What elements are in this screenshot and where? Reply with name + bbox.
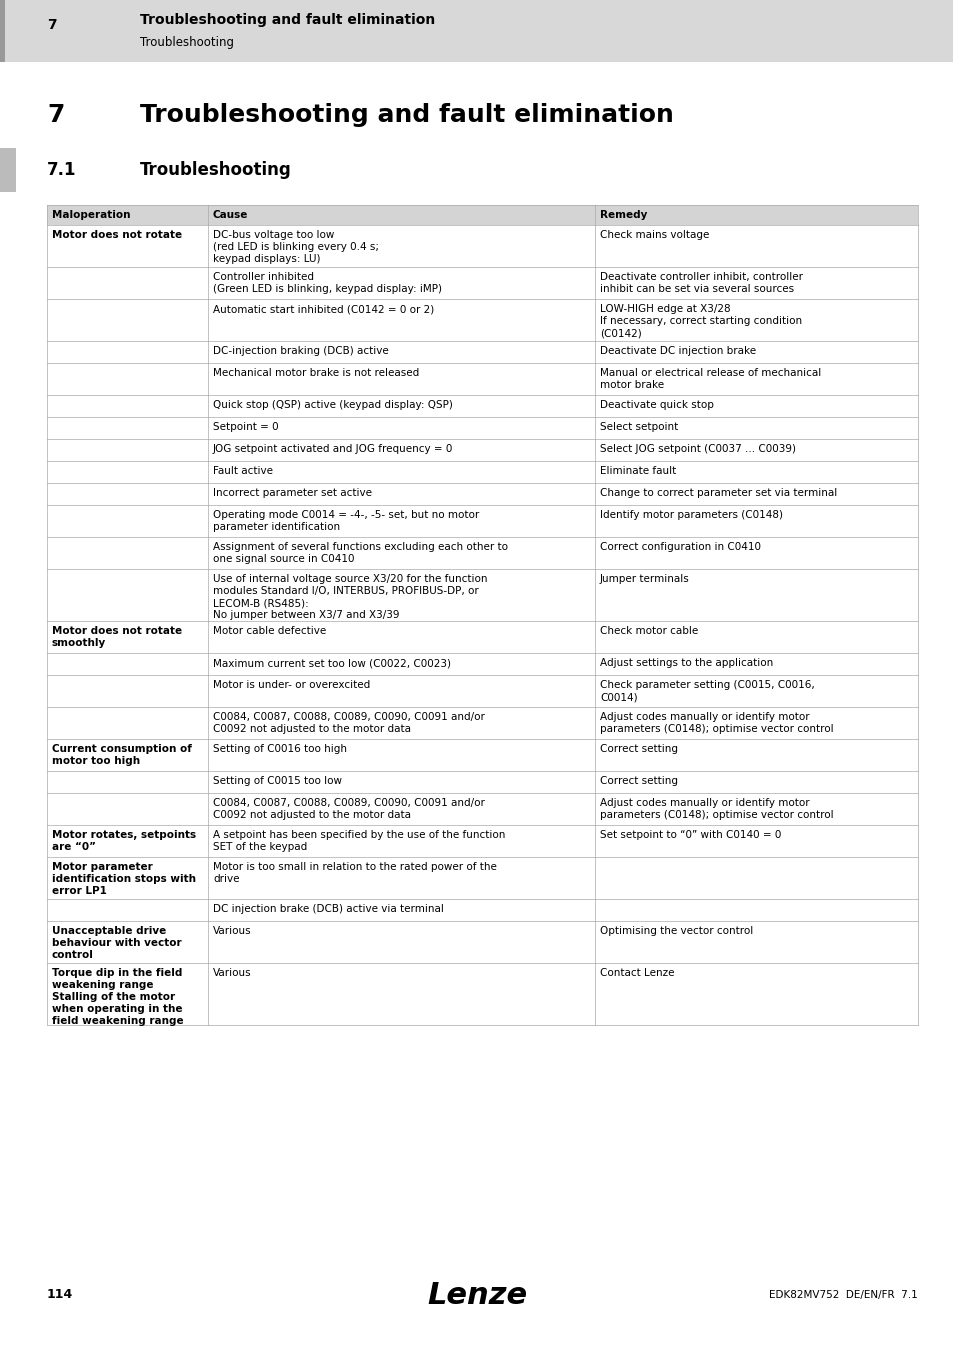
Text: Motor is under- or overexcited: Motor is under- or overexcited — [213, 680, 370, 690]
Bar — [47, 707, 917, 738]
Bar — [0, 0, 953, 62]
Text: Adjust codes manually or identify motor
parameters (C0148); optimise vector cont: Adjust codes manually or identify motor … — [599, 798, 833, 819]
Text: Cause: Cause — [213, 211, 248, 220]
Bar — [47, 342, 917, 363]
Bar — [47, 568, 917, 621]
Bar — [0, 148, 16, 192]
Text: A setpoint has been specified by the use of the function
SET of the keypad: A setpoint has been specified by the use… — [213, 830, 505, 852]
Text: Motor does not rotate: Motor does not rotate — [52, 230, 182, 240]
Text: Troubleshooting: Troubleshooting — [140, 35, 233, 49]
Text: DC-bus voltage too low
(red LED is blinking every 0.4 s;
keypad displays: LU): DC-bus voltage too low (red LED is blink… — [213, 230, 378, 265]
Bar — [47, 792, 917, 825]
Bar — [47, 505, 917, 537]
Text: Incorrect parameter set active: Incorrect parameter set active — [213, 487, 372, 498]
Bar — [47, 483, 917, 505]
Text: DC-injection braking (DCB) active: DC-injection braking (DCB) active — [213, 346, 388, 356]
Text: Fault active: Fault active — [213, 466, 273, 477]
Text: Assignment of several functions excluding each other to
one signal source in C04: Assignment of several functions excludin… — [213, 541, 507, 564]
Bar — [47, 396, 917, 417]
Text: Current consumption of
motor too high: Current consumption of motor too high — [52, 744, 192, 765]
Bar — [47, 225, 917, 267]
Text: Troubleshooting and fault elimination: Troubleshooting and fault elimination — [140, 14, 435, 27]
Bar — [47, 417, 917, 439]
Text: Contact Lenze: Contact Lenze — [599, 968, 674, 977]
Text: 7.1: 7.1 — [47, 161, 76, 180]
Bar — [47, 857, 917, 899]
Text: Eliminate fault: Eliminate fault — [599, 466, 676, 477]
Text: DC injection brake (DCB) active via terminal: DC injection brake (DCB) active via term… — [213, 904, 443, 914]
Text: Correct configuration in C0410: Correct configuration in C0410 — [599, 541, 760, 552]
Text: Check motor cable: Check motor cable — [599, 626, 698, 636]
Text: Maximum current set too low (C0022, C0023): Maximum current set too low (C0022, C002… — [213, 657, 451, 668]
Text: Optimising the vector control: Optimising the vector control — [599, 926, 753, 936]
Text: LOW-HIGH edge at X3/28
If necessary, correct starting condition
(C0142): LOW-HIGH edge at X3/28 If necessary, cor… — [599, 304, 801, 338]
Text: Lenze: Lenze — [427, 1281, 526, 1310]
Text: Various: Various — [213, 926, 252, 936]
Text: Correct setting: Correct setting — [599, 744, 678, 755]
Text: Deactivate quick stop: Deactivate quick stop — [599, 400, 713, 410]
Text: 7: 7 — [47, 18, 56, 32]
Bar — [47, 298, 917, 342]
Text: Manual or electrical release of mechanical
motor brake: Manual or electrical release of mechanic… — [599, 369, 821, 390]
Bar — [0, 0, 5, 62]
Text: 7: 7 — [47, 103, 64, 127]
Text: Controller inhibited
(Green LED is blinking, keypad display: iMP): Controller inhibited (Green LED is blink… — [213, 271, 441, 294]
Text: Various: Various — [213, 968, 252, 977]
Text: C0084, C0087, C0088, C0089, C0090, C0091 and/or
C0092 not adjusted to the motor : C0084, C0087, C0088, C0089, C0090, C0091… — [213, 798, 484, 819]
Bar — [47, 921, 917, 963]
Text: Select JOG setpoint (C0037 ... C0039): Select JOG setpoint (C0037 ... C0039) — [599, 444, 795, 454]
Text: Automatic start inhibited (C0142 = 0 or 2): Automatic start inhibited (C0142 = 0 or … — [213, 304, 434, 315]
Text: Deactivate controller inhibit, controller
inhibit can be set via several sources: Deactivate controller inhibit, controlle… — [599, 271, 802, 294]
Text: Check parameter setting (C0015, C0016,
C0014): Check parameter setting (C0015, C0016, C… — [599, 680, 814, 702]
Text: Operating mode C0014 = -4-, -5- set, but no motor
parameter identification: Operating mode C0014 = -4-, -5- set, but… — [213, 510, 478, 532]
Text: Select setpoint: Select setpoint — [599, 423, 678, 432]
Bar — [47, 439, 917, 460]
Text: Motor does not rotate
smoothly: Motor does not rotate smoothly — [52, 626, 182, 648]
Bar — [47, 267, 917, 298]
Text: Correct setting: Correct setting — [599, 776, 678, 786]
Text: EDK82MV752  DE/EN/FR  7.1: EDK82MV752 DE/EN/FR 7.1 — [768, 1291, 917, 1300]
Text: C0084, C0087, C0088, C0089, C0090, C0091 and/or
C0092 not adjusted to the motor : C0084, C0087, C0088, C0089, C0090, C0091… — [213, 711, 484, 734]
Text: Torque dip in the field
weakening range
Stalling of the motor
when operating in : Torque dip in the field weakening range … — [52, 968, 183, 1026]
Text: Motor rotates, setpoints
are “0”: Motor rotates, setpoints are “0” — [52, 830, 196, 852]
Text: Motor is too small in relation to the rated power of the
drive: Motor is too small in relation to the ra… — [213, 863, 497, 884]
Text: Deactivate DC injection brake: Deactivate DC injection brake — [599, 346, 756, 356]
Bar — [47, 653, 917, 675]
Text: JOG setpoint activated and JOG frequency = 0: JOG setpoint activated and JOG frequency… — [213, 444, 453, 454]
Bar — [47, 363, 917, 396]
Text: Motor parameter
identification stops with
error LP1: Motor parameter identification stops wit… — [52, 863, 195, 896]
Bar — [47, 205, 917, 225]
Text: Identify motor parameters (C0148): Identify motor parameters (C0148) — [599, 510, 782, 520]
Bar — [47, 460, 917, 483]
Text: Use of internal voltage source X3/20 for the function
modules Standard I/O, INTE: Use of internal voltage source X3/20 for… — [213, 574, 487, 620]
Text: Unacceptable drive
behaviour with vector
control: Unacceptable drive behaviour with vector… — [52, 926, 181, 960]
Text: Jumper terminals: Jumper terminals — [599, 574, 689, 585]
Text: Set setpoint to “0” with C0140 = 0: Set setpoint to “0” with C0140 = 0 — [599, 830, 781, 840]
Text: Change to correct parameter set via terminal: Change to correct parameter set via term… — [599, 487, 837, 498]
Bar — [47, 537, 917, 568]
Text: Troubleshooting: Troubleshooting — [140, 161, 292, 180]
Text: Quick stop (QSP) active (keypad display: QSP): Quick stop (QSP) active (keypad display:… — [213, 400, 453, 410]
Bar — [47, 675, 917, 707]
Text: Adjust settings to the application: Adjust settings to the application — [599, 657, 773, 668]
Text: Setpoint = 0: Setpoint = 0 — [213, 423, 278, 432]
Text: Remedy: Remedy — [599, 211, 647, 220]
Text: Maloperation: Maloperation — [52, 211, 131, 220]
Text: Setting of C0015 too low: Setting of C0015 too low — [213, 776, 341, 786]
Text: Setting of C0016 too high: Setting of C0016 too high — [213, 744, 347, 755]
Bar — [47, 771, 917, 792]
Bar — [47, 621, 917, 653]
Text: Check mains voltage: Check mains voltage — [599, 230, 709, 240]
Text: Motor cable defective: Motor cable defective — [213, 626, 326, 636]
Bar — [47, 963, 917, 1025]
Bar — [47, 825, 917, 857]
Bar — [47, 899, 917, 921]
Text: 114: 114 — [47, 1288, 73, 1301]
Bar — [47, 738, 917, 771]
Text: Mechanical motor brake is not released: Mechanical motor brake is not released — [213, 369, 418, 378]
Text: Adjust codes manually or identify motor
parameters (C0148); optimise vector cont: Adjust codes manually or identify motor … — [599, 711, 833, 734]
Text: Troubleshooting and fault elimination: Troubleshooting and fault elimination — [140, 103, 673, 127]
